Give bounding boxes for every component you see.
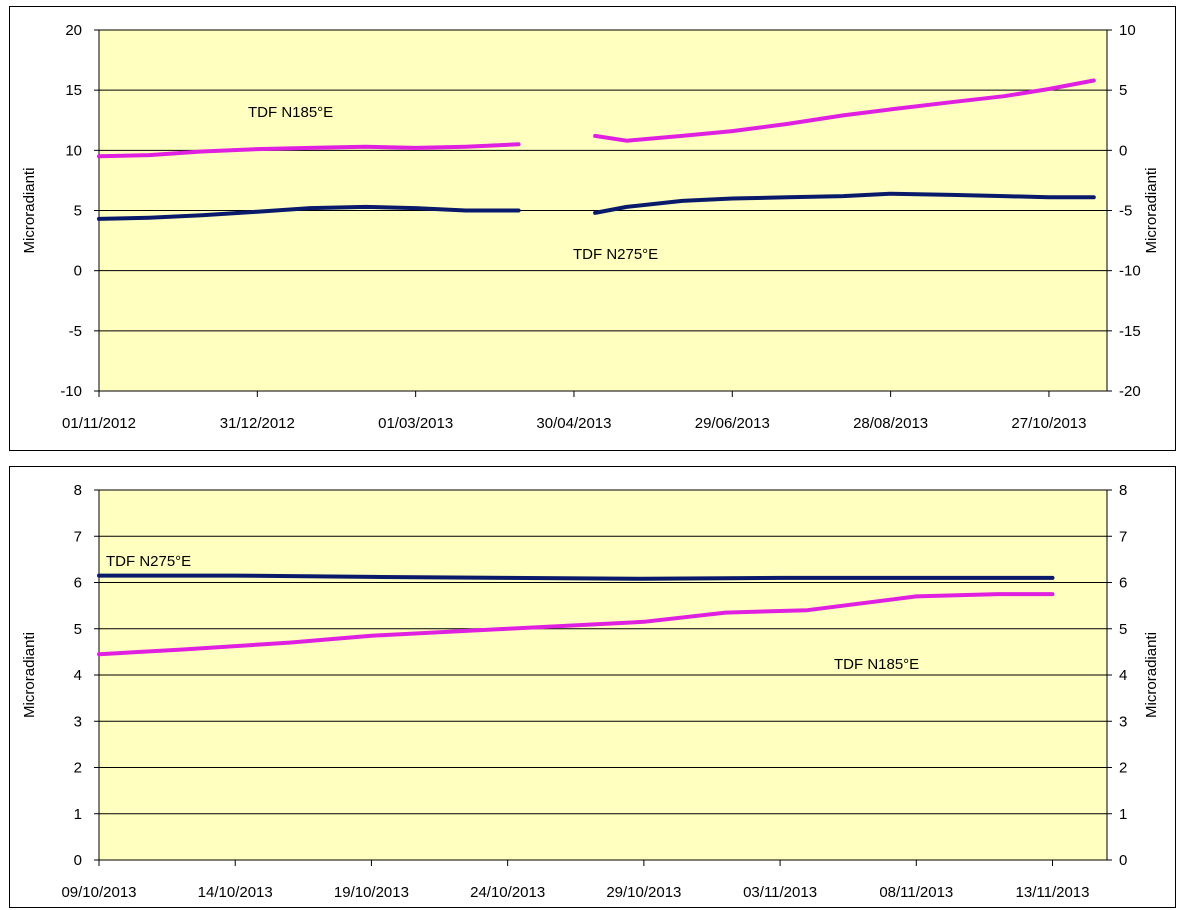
y2-tick-label: 1 xyxy=(1119,806,1127,823)
y-tick-label: 20 xyxy=(65,22,82,39)
y2-tick-label: 5 xyxy=(1119,82,1127,99)
y-tick-label: 4 xyxy=(74,667,82,684)
y2-tick-label: 3 xyxy=(1119,713,1127,730)
series-annotation: TDF N275°E xyxy=(106,553,191,570)
y-tick-label: 3 xyxy=(74,713,82,730)
y-tick-label: 10 xyxy=(65,142,82,159)
x-tick-label: 01/11/2012 xyxy=(62,415,136,432)
series-line-tdf_n275 xyxy=(97,191,1096,221)
y-tick-label: 2 xyxy=(74,760,82,777)
y2-axis-label: Microradianti xyxy=(1143,632,1160,718)
x-tick-label: 08/11/2013 xyxy=(879,884,953,901)
y2-tick-label: 2 xyxy=(1119,760,1127,777)
series-line-tdf_n275 xyxy=(97,573,1055,581)
y-tick-label: 8 xyxy=(74,482,82,499)
y-tick-label: 0 xyxy=(74,852,82,869)
series-line-tdf_n185 xyxy=(97,592,1055,657)
series-annotation: TDF N275°E xyxy=(573,246,658,263)
series-annotation: TDF N185°E xyxy=(248,104,333,121)
x-tick-label: 28/08/2013 xyxy=(853,415,928,432)
y2-tick-label: 0 xyxy=(1119,142,1127,159)
y2-axis-label: Microradianti xyxy=(1143,168,1160,254)
chart-top: 20 15 10 5 0 -5 -10 10 5 0 -5 -10 -15 -20 01/11/2012 31… xyxy=(21,22,1160,432)
y2-tick-label: 7 xyxy=(1119,528,1127,545)
y-tick-label: 15 xyxy=(65,82,82,99)
chart-panel-bottom: 8 7 6 5 4 3 2 1 0 8 7 6 5 4 3 2 1 0 09/10/2013 14/10/2013 19… xyxy=(9,466,1176,908)
x-tick-label: 31/12/2012 xyxy=(220,415,295,432)
y2-tick-label: 4 xyxy=(1119,667,1127,684)
y2-tick-label: 10 xyxy=(1119,22,1136,39)
y-tick-label: 7 xyxy=(74,528,82,545)
x-tick-label: 24/10/2013 xyxy=(470,884,545,901)
y-tick-label: 0 xyxy=(74,263,82,280)
y2-tick-label: 8 xyxy=(1119,482,1127,499)
series-annotation: TDF N185°E xyxy=(834,656,919,673)
series-line-tdf_n185 xyxy=(97,78,1096,159)
y2-tick-label: 0 xyxy=(1119,852,1127,869)
x-tick-label: 29/06/2013 xyxy=(695,415,770,432)
x-tick-label: 03/11/2013 xyxy=(743,884,817,901)
chart-panel-top: 20 15 10 5 0 -5 -10 10 5 0 -5 -10 -15 -20 01/11/2012 31… xyxy=(9,6,1176,451)
x-tick-label: 30/04/2013 xyxy=(536,415,611,432)
x-tick-label: 27/10/2013 xyxy=(1011,415,1086,432)
y2-tick-label: 6 xyxy=(1119,575,1127,592)
x-tick-label: 01/03/2013 xyxy=(378,415,453,432)
y2-tick-label: 5 xyxy=(1119,621,1127,638)
y-axis-label: Microradianti xyxy=(21,632,38,718)
y-tick-label: -5 xyxy=(69,323,82,340)
x-tick-label: 13/11/2013 xyxy=(1016,884,1090,901)
y-tick-label: 6 xyxy=(74,575,82,592)
chart-bottom: 8 7 6 5 4 3 2 1 0 8 7 6 5 4 3 2 1 0 09/10/2013 14/10/2013 19… xyxy=(21,482,1160,901)
y-tick-label: 5 xyxy=(74,203,82,220)
y2-tick-label: -20 xyxy=(1119,383,1141,400)
x-tick-label: 19/10/2013 xyxy=(334,884,409,901)
y2-tick-label: -15 xyxy=(1119,323,1141,340)
y-axis-label: Microradianti xyxy=(21,168,38,254)
y-tick-label: -10 xyxy=(60,383,82,400)
y2-tick-label: -10 xyxy=(1119,263,1141,280)
x-tick-label: 29/10/2013 xyxy=(606,884,681,901)
y-tick-label: 5 xyxy=(74,621,82,638)
y2-tick-label: -5 xyxy=(1119,203,1132,220)
x-tick-label: 14/10/2013 xyxy=(198,884,273,901)
y-tick-label: 1 xyxy=(74,806,82,823)
x-tick-label: 09/10/2013 xyxy=(61,884,136,901)
